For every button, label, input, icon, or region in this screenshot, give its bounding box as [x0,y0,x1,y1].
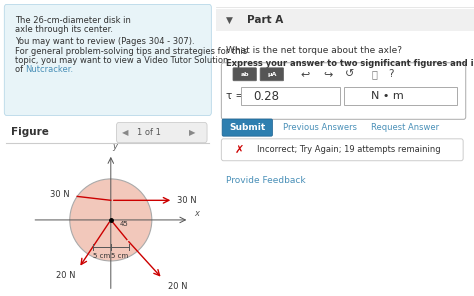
Text: 30 N: 30 N [50,190,70,199]
Text: N • m: N • m [371,91,403,101]
FancyBboxPatch shape [4,4,211,115]
FancyBboxPatch shape [344,87,456,105]
FancyBboxPatch shape [233,68,256,81]
Text: ⬜: ⬜ [372,69,377,79]
Text: μA: μA [267,72,277,77]
Text: 20 N: 20 N [168,282,187,291]
Text: 1 of 1: 1 of 1 [137,128,161,137]
Text: ▶: ▶ [189,128,195,137]
Text: Express your answer to two significant figures and include the appropriate units: Express your answer to two significant f… [226,59,474,68]
Text: Previous Answers: Previous Answers [283,123,357,132]
Text: axle through its center.: axle through its center. [15,25,113,34]
Text: Incorrect; Try Again; 19 attempts remaining: Incorrect; Try Again; 19 attempts remain… [257,145,441,154]
Text: 45: 45 [120,221,128,227]
Text: Part A: Part A [246,15,283,25]
FancyBboxPatch shape [221,63,466,119]
FancyBboxPatch shape [222,119,273,136]
Text: ↺: ↺ [346,69,355,79]
Text: 0.28: 0.28 [253,90,279,103]
Text: What is the net torque about the axle?: What is the net torque about the axle? [226,46,402,55]
Text: ✗: ✗ [234,145,244,155]
Text: of: of [15,65,26,74]
Text: You may want to review (Pages 304 - 307).: You may want to review (Pages 304 - 307)… [15,37,195,46]
Text: x: x [195,209,200,218]
Bar [216,9,474,31]
Text: ▼: ▼ [226,16,233,25]
Text: For general problem-solving tips and strategies for this: For general problem-solving tips and str… [15,47,247,56]
Text: Figure: Figure [11,127,49,137]
Circle shape [70,179,152,261]
Text: Nutcracker.: Nutcracker. [25,65,73,74]
Text: Provide Feedback: Provide Feedback [226,176,306,185]
Text: Submit: Submit [229,123,265,132]
Text: τ =: τ = [226,91,244,101]
Text: y: y [113,142,118,151]
Text: Request Answer: Request Answer [371,123,439,132]
Text: ◀: ◀ [122,128,128,137]
Text: topic, you may want to view a Video Tutor Solution: topic, you may want to view a Video Tuto… [15,56,228,65]
FancyBboxPatch shape [221,139,463,161]
Text: 20 N: 20 N [55,271,75,280]
Text: 5 cm: 5 cm [93,253,110,259]
Text: 30 N: 30 N [177,196,196,205]
Text: ?: ? [389,69,394,79]
FancyBboxPatch shape [260,68,283,81]
FancyBboxPatch shape [241,87,340,105]
Text: ↩: ↩ [300,69,310,79]
Text: ab: ab [240,72,249,77]
Text: The 26-cm-diameter disk in: The 26-cm-diameter disk in [15,16,134,25]
Text: ↪: ↪ [323,69,333,79]
Text: 5 cm: 5 cm [111,253,128,259]
FancyBboxPatch shape [117,123,207,143]
